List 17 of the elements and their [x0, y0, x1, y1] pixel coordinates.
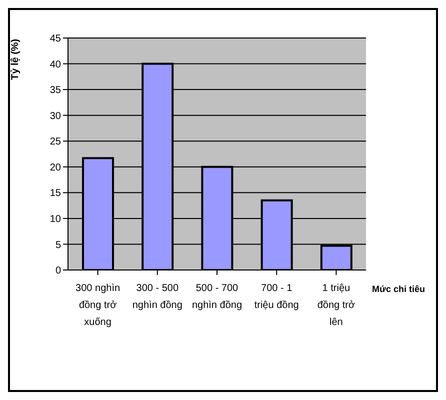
- y-tick-label: 15: [50, 188, 62, 200]
- y-tick-label: 20: [50, 162, 62, 174]
- x-tick-label: 1 triệu đồng trở lên: [317, 283, 356, 328]
- x-tick-label: 300 - 500 nghìn đồng: [132, 283, 182, 311]
- x-tick-label: 500 - 700 nghìn đồng: [192, 283, 242, 311]
- y-tick-label: 0: [55, 266, 62, 277]
- y-tick-label: 30: [50, 110, 62, 122]
- y-tick-label: 5: [55, 240, 62, 251]
- y-tick-label: 40: [50, 59, 62, 70]
- y-axis-title: Tỷ lệ (%): [10, 38, 21, 80]
- y-tick-label: 10: [50, 214, 62, 225]
- y-tick-label: 25: [50, 136, 62, 148]
- x-axis-title: Mức chi tiêu: [372, 284, 426, 294]
- y-tick-label: 35: [50, 85, 62, 96]
- x-tick-label: 700 - 1 triệu đồng: [254, 283, 299, 311]
- x-tick-label: 300 nghìn đồng trở xuống: [76, 283, 120, 328]
- y-tick-label: 45: [50, 34, 62, 45]
